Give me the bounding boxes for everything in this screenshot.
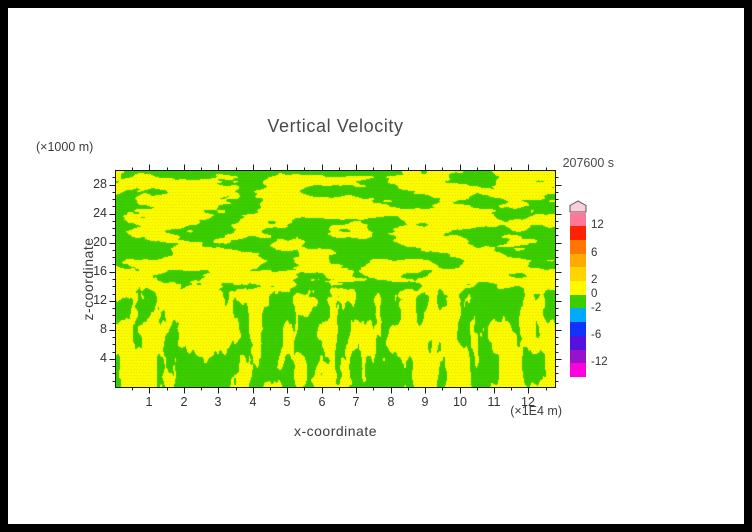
x-axis-unit-label: (×1E4 m)	[510, 404, 562, 418]
x-tick-label: 5	[283, 395, 291, 409]
y-tick-label: 20	[93, 235, 107, 249]
colorbar-segment	[570, 363, 586, 377]
y-tick-label: 12	[93, 293, 107, 307]
x-tick-label: 8	[387, 395, 395, 409]
time-annotation: 207600 s	[562, 156, 614, 170]
colorbar-segment	[570, 212, 586, 227]
colorbar-arrow-shape	[569, 200, 587, 213]
y-axis-label: z-coordinate	[80, 237, 96, 321]
y-tick-label: 28	[93, 177, 107, 191]
colorbar-segment	[570, 349, 586, 364]
colorbar-segment	[570, 253, 586, 268]
colorbar-segment	[570, 267, 586, 282]
colorbar-segment	[570, 239, 586, 254]
colorbar-tick-label: 6	[591, 247, 598, 259]
x-tick-label: 9	[421, 395, 429, 409]
y-tick-label: 24	[93, 206, 107, 220]
x-tick-label: 2	[180, 395, 188, 409]
x-tick-label: 6	[318, 395, 326, 409]
x-axis-label: x-coordinate	[293, 423, 378, 439]
colorbar-segment	[570, 281, 586, 295]
colorbar-tick-label: -6	[591, 329, 602, 341]
x-tick-label: 7	[352, 395, 360, 409]
heatmap-canvas	[115, 170, 556, 388]
colorbar-segment	[570, 226, 586, 240]
y-tick-label: 16	[93, 264, 107, 278]
colorbar-arrow-icon	[569, 200, 587, 213]
y-tick-label: 8	[100, 322, 107, 336]
x-tick-label: 4	[249, 395, 257, 409]
colorbar-segment	[570, 322, 586, 336]
x-tick-label: 3	[214, 395, 222, 409]
x-tick-label: 11	[487, 395, 501, 409]
colorbar-tick-label: 12	[591, 219, 604, 231]
plot-title: Vertical Velocity	[267, 116, 404, 136]
y-tick-label: 4	[100, 351, 107, 365]
colorbar-segment	[570, 335, 586, 350]
colorbar-tick-label: 0	[591, 288, 598, 300]
x-tick-label: 10	[453, 395, 467, 409]
y-axis-unit-label: (×1000 m)	[36, 140, 94, 154]
colorbar-segment	[570, 308, 586, 323]
x-tick-label: 1	[145, 395, 153, 409]
colorbar-segment	[570, 294, 586, 309]
x-tick-label: 12	[521, 395, 535, 409]
colorbar-tick-label: -2	[591, 302, 602, 314]
colorbar-tick-label: 2	[591, 274, 598, 286]
colorbar	[570, 212, 586, 378]
colorbar-tick-label: -12	[591, 356, 608, 368]
